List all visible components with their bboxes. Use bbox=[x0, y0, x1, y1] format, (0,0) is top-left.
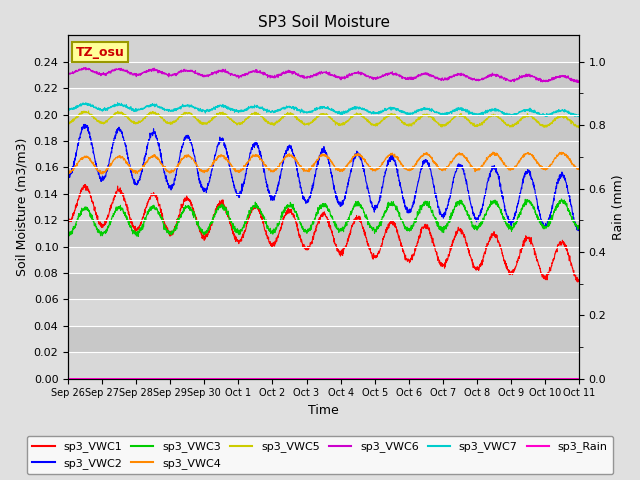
Bar bbox=[68, 141, 579, 168]
Y-axis label: Soil Moisture (m3/m3): Soil Moisture (m3/m3) bbox=[15, 138, 28, 276]
Bar bbox=[68, 194, 579, 220]
Title: SP3 Soil Moisture: SP3 Soil Moisture bbox=[257, 15, 390, 30]
Legend: sp3_VWC1, sp3_VWC2, sp3_VWC3, sp3_VWC4, sp3_VWC5, sp3_VWC6, sp3_VWC7, sp3_Rain: sp3_VWC1, sp3_VWC2, sp3_VWC3, sp3_VWC4, … bbox=[27, 436, 613, 474]
Bar bbox=[68, 352, 579, 379]
Bar bbox=[68, 247, 579, 273]
Bar bbox=[68, 220, 579, 247]
Bar bbox=[68, 300, 579, 326]
Bar bbox=[68, 273, 579, 300]
Bar bbox=[68, 115, 579, 141]
Text: TZ_osu: TZ_osu bbox=[76, 46, 125, 59]
X-axis label: Time: Time bbox=[308, 404, 339, 417]
Bar bbox=[68, 88, 579, 115]
Bar bbox=[68, 168, 579, 194]
Y-axis label: Rain (mm): Rain (mm) bbox=[612, 174, 625, 240]
Bar bbox=[68, 62, 579, 88]
Bar bbox=[68, 326, 579, 352]
